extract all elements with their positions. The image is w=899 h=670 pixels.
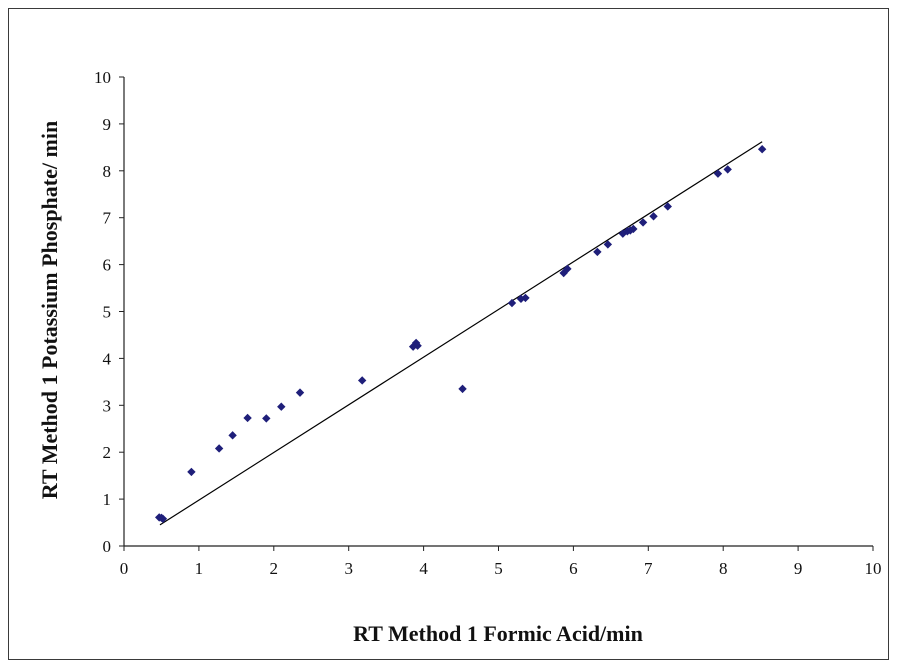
x-axis-title: RT Method 1 Formic Acid/min: [353, 621, 643, 646]
data-point: [723, 165, 732, 174]
x-tick-label: 4: [419, 559, 428, 578]
y-tick-label: 7: [103, 209, 112, 228]
data-point: [507, 298, 517, 308]
data-point: [521, 293, 530, 303]
data-point: [295, 388, 305, 397]
data-point: [757, 145, 767, 154]
y-tick-label: 1: [103, 490, 112, 509]
data-point: [413, 341, 422, 350]
y-tick-label: 2: [103, 443, 112, 462]
y-axis-title: RT Method 1 Potassium Phosphate/ min: [37, 121, 62, 499]
x-tick-label: 10: [865, 559, 882, 578]
x-tick-label: 3: [344, 559, 353, 578]
data-point: [277, 402, 286, 411]
chart-frame: [8, 8, 889, 660]
x-tick-label: 0: [120, 559, 129, 578]
data-point: [243, 413, 252, 423]
x-tick-label: 7: [644, 559, 653, 578]
data-point: [262, 414, 271, 423]
y-tick-label: 9: [103, 115, 112, 134]
y-tick-label: 8: [103, 162, 112, 181]
y-tick-label: 6: [103, 256, 112, 275]
x-tick-label: 5: [494, 559, 503, 578]
data-point: [603, 240, 613, 249]
y-tick-label: 3: [103, 396, 112, 415]
x-tick-label: 9: [794, 559, 803, 578]
y-tick-label: 0: [103, 537, 112, 556]
data-point: [713, 169, 723, 178]
trendline: [159, 141, 763, 526]
data-point: [563, 264, 572, 274]
data-point: [214, 444, 224, 453]
y-tick-label: 10: [94, 68, 111, 87]
x-tick-label: 2: [270, 559, 279, 578]
data-point: [187, 467, 196, 477]
data-point: [228, 431, 237, 440]
data-point: [638, 218, 648, 227]
y-tick-label: 4: [103, 349, 112, 368]
x-tick-label: 8: [719, 559, 728, 578]
data-point: [158, 514, 168, 523]
data-point: [629, 224, 638, 234]
data-point: [649, 212, 658, 221]
data-point: [458, 384, 467, 394]
y-tick-label: 5: [103, 303, 112, 322]
data-point: [626, 226, 635, 235]
x-tick-label: 6: [569, 559, 578, 578]
x-tick-label: 1: [195, 559, 204, 578]
data-point: [357, 376, 367, 385]
data-point: [593, 247, 602, 257]
data-point: [516, 294, 526, 304]
data-point: [663, 202, 672, 211]
